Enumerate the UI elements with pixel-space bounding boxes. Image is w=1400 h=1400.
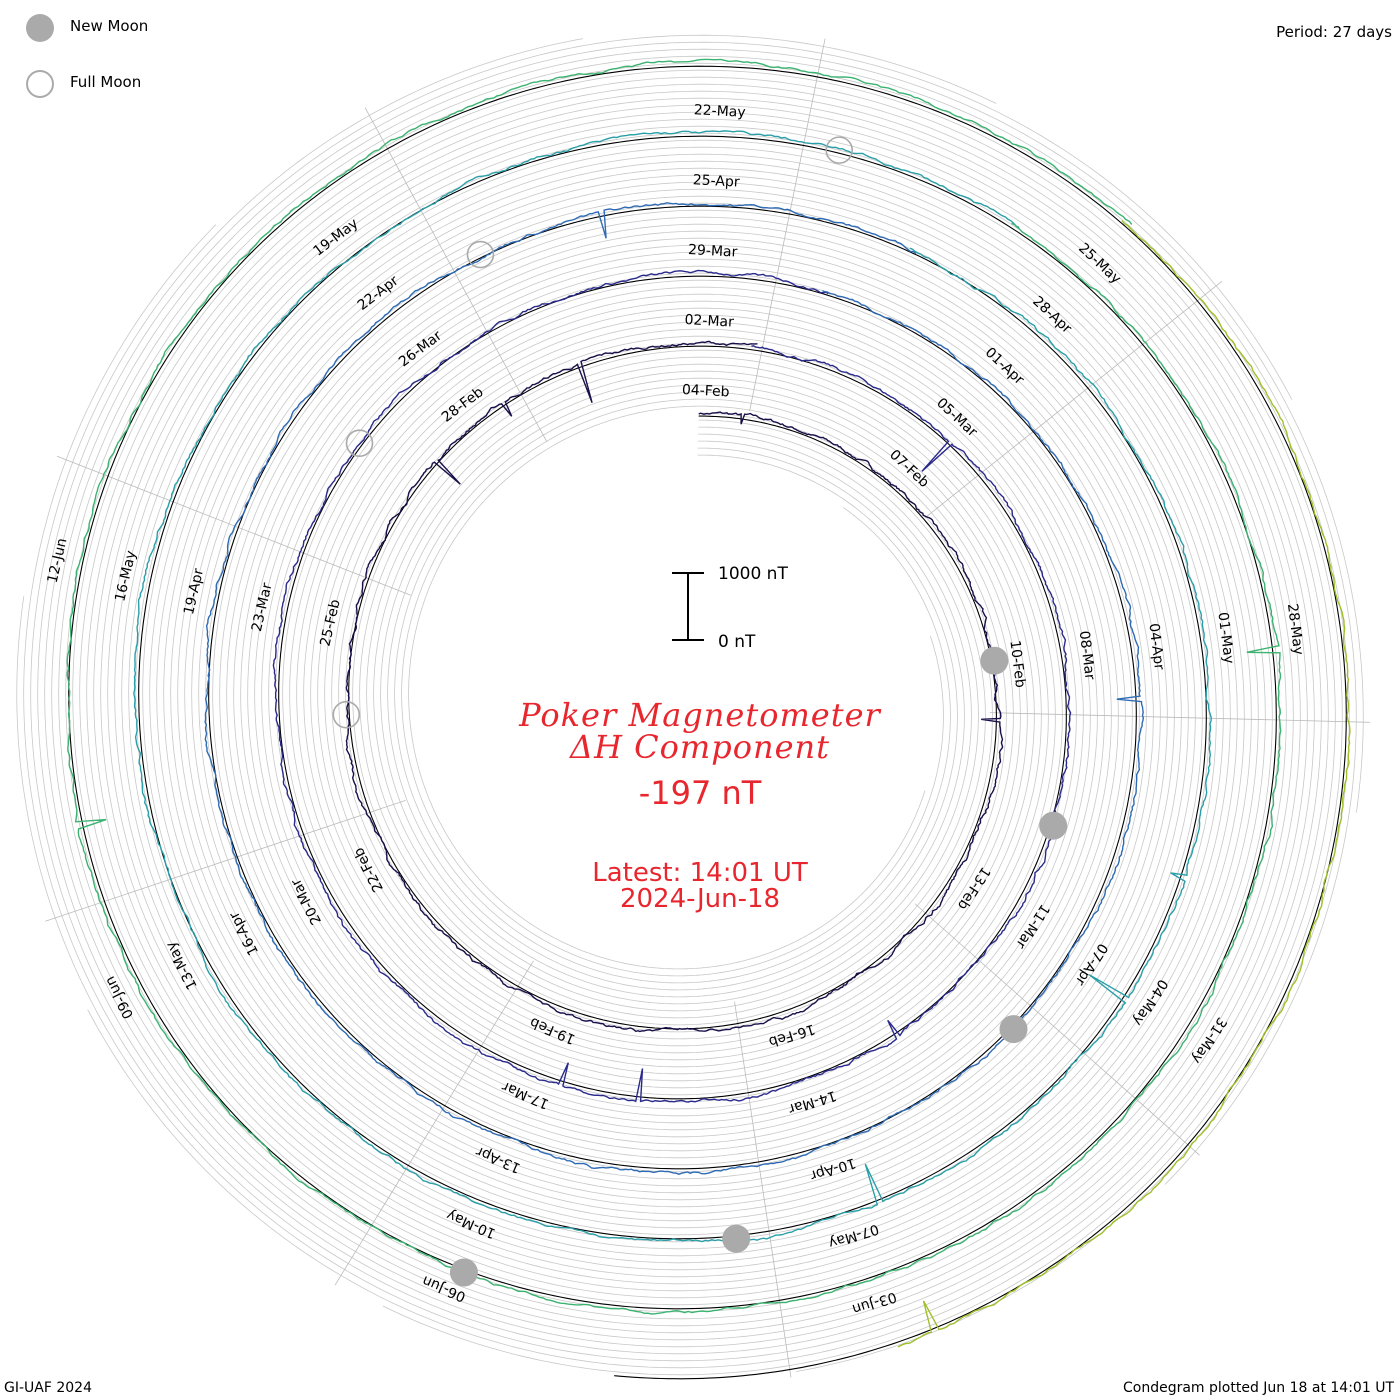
- date-label: 04-Feb: [682, 382, 731, 400]
- grid-spoke: [915, 904, 1200, 1156]
- date-label: 12-Jun: [45, 537, 71, 585]
- date-label: 10-May: [444, 1206, 498, 1241]
- date-label: 10-Feb: [1006, 639, 1028, 688]
- latest-date: 2024-Jun-18: [0, 884, 1400, 914]
- chart-title-line-2: ΔH Component: [0, 728, 1400, 766]
- date-label: 04-Apr: [1145, 622, 1167, 671]
- scale-bar-top-label: 1000 nT: [718, 564, 788, 584]
- date-label: 02-Mar: [684, 312, 734, 330]
- scale-bar-bottom-label: 0 nT: [718, 632, 756, 652]
- date-label: 14-Mar: [786, 1087, 838, 1117]
- scale-bar: 1000 nT 0 nT: [672, 564, 788, 652]
- grid-spoke: [735, 1002, 791, 1378]
- date-label: 01-May: [1214, 611, 1236, 664]
- date-label: 13-May: [163, 939, 201, 992]
- date-label: 08-Mar: [1076, 630, 1098, 681]
- current-value: -197 nT: [0, 774, 1400, 812]
- new-moon-marker: [1000, 1015, 1028, 1043]
- new-moon-marker: [722, 1225, 750, 1253]
- date-label: 16-Apr: [226, 909, 262, 958]
- date-label: 19-Feb: [528, 1014, 578, 1047]
- new-moon-marker: [450, 1259, 478, 1287]
- date-label: 07-Apr: [1072, 940, 1111, 988]
- new-moon-marker: [1039, 812, 1067, 840]
- data-series-line: [346, 341, 1002, 1031]
- date-label: 26-Mar: [396, 328, 445, 371]
- data-series-line: [67, 59, 1281, 1314]
- date-label: 22-Apr: [355, 273, 402, 314]
- date-label: 09-Jun: [102, 973, 137, 1021]
- date-label: 17-Mar: [500, 1078, 552, 1112]
- date-label: 29-Mar: [688, 242, 738, 260]
- date-label: 05-Mar: [933, 395, 980, 440]
- date-label: 19-May: [310, 216, 361, 260]
- date-label: 22-May: [693, 102, 746, 121]
- date-label: 07-May: [826, 1220, 880, 1251]
- new-moon-marker: [980, 647, 1008, 675]
- date-label: 28-May: [1284, 603, 1306, 656]
- date-label: 25-Apr: [692, 172, 740, 190]
- data-series-line: [134, 131, 1211, 1242]
- date-label: 13-Apr: [474, 1143, 524, 1176]
